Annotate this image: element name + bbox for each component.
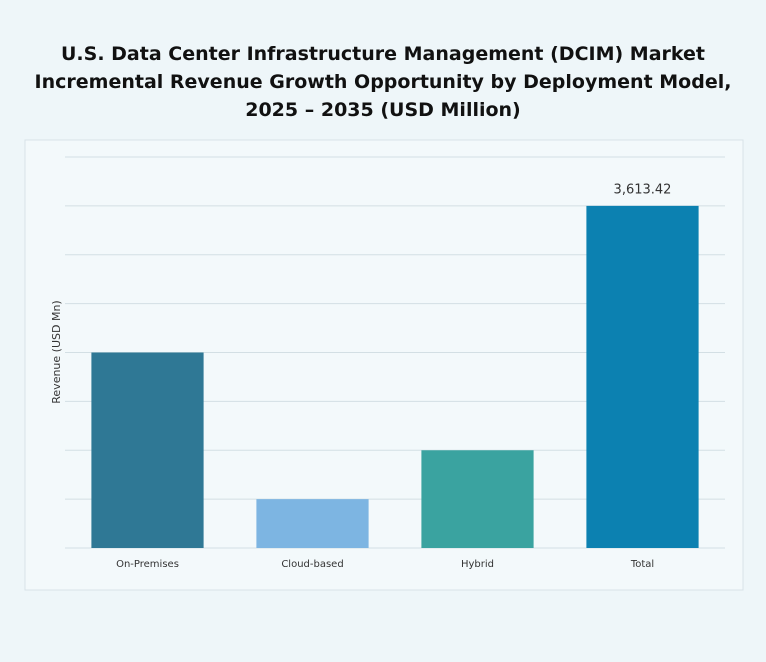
x-tick-label: Cloud-based [281,559,343,570]
bar [256,499,369,548]
bar [421,450,534,548]
chart-title: U.S. Data Center Infrastructure Manageme… [34,43,732,121]
x-tick-label: Hybrid [461,559,494,570]
value-label: 3,613.42 [614,182,672,197]
x-tick-label: On-Premises [116,559,179,570]
bar [91,352,204,548]
bar [586,205,699,548]
x-tick-label: Total [630,559,654,570]
y-axis-label: Revenue (USD Mn) [50,300,63,403]
